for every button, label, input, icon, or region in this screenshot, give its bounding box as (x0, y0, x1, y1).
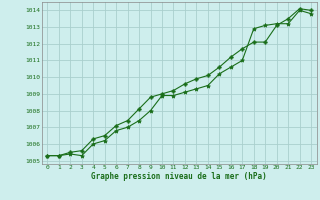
X-axis label: Graphe pression niveau de la mer (hPa): Graphe pression niveau de la mer (hPa) (91, 172, 267, 181)
